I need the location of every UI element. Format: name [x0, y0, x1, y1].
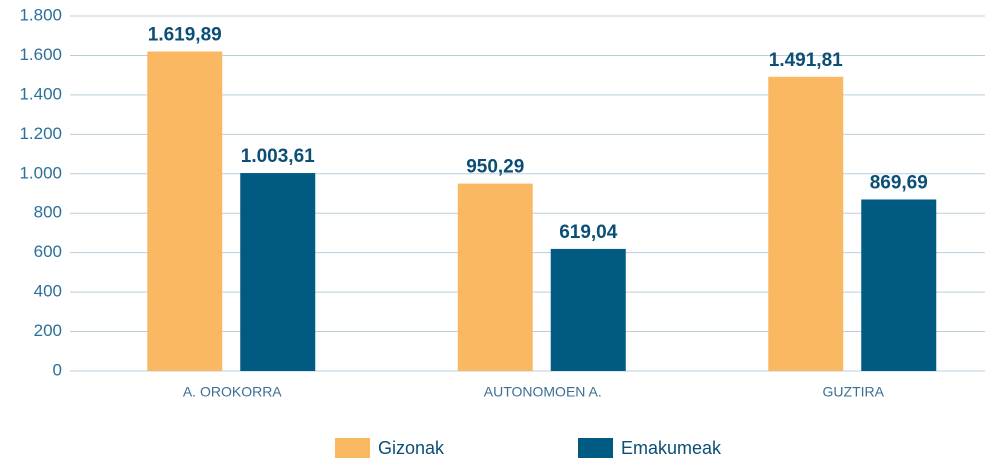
bar — [240, 173, 316, 371]
y-tick-label: 1.000 — [19, 163, 62, 182]
bar — [457, 183, 533, 371]
legend-swatch — [335, 438, 370, 458]
value-label: 869,69 — [870, 172, 928, 193]
bar — [550, 248, 626, 371]
x-tick-label: AUTONOMOEN A. — [484, 384, 602, 400]
value-label: 1.003,61 — [241, 146, 315, 167]
bar — [768, 76, 844, 371]
legend-swatch — [578, 438, 613, 458]
value-label: 950,29 — [466, 157, 524, 178]
legend-label: Emakumeak — [621, 438, 722, 458]
y-tick-label: 200 — [34, 321, 62, 340]
value-label: 1.619,89 — [148, 25, 222, 46]
y-tick-label: 1.400 — [19, 84, 62, 103]
y-tick-label: 1.800 — [19, 5, 62, 24]
x-tick-label: A. OROKORRA — [183, 384, 282, 400]
y-tick-label: 400 — [34, 282, 62, 301]
bar — [147, 51, 223, 371]
y-tick-label: 0 — [53, 360, 62, 379]
y-tick-label: 1.200 — [19, 124, 62, 143]
y-tick-label: 600 — [34, 242, 62, 261]
bar — [861, 199, 937, 371]
value-label: 619,04 — [559, 222, 618, 243]
y-tick-label: 800 — [34, 203, 62, 222]
legend-label: Gizonak — [378, 438, 445, 458]
y-tick-label: 1.600 — [19, 45, 62, 64]
value-label: 1.491,81 — [769, 50, 843, 71]
x-tick-label: GUZTIRA — [823, 384, 885, 400]
